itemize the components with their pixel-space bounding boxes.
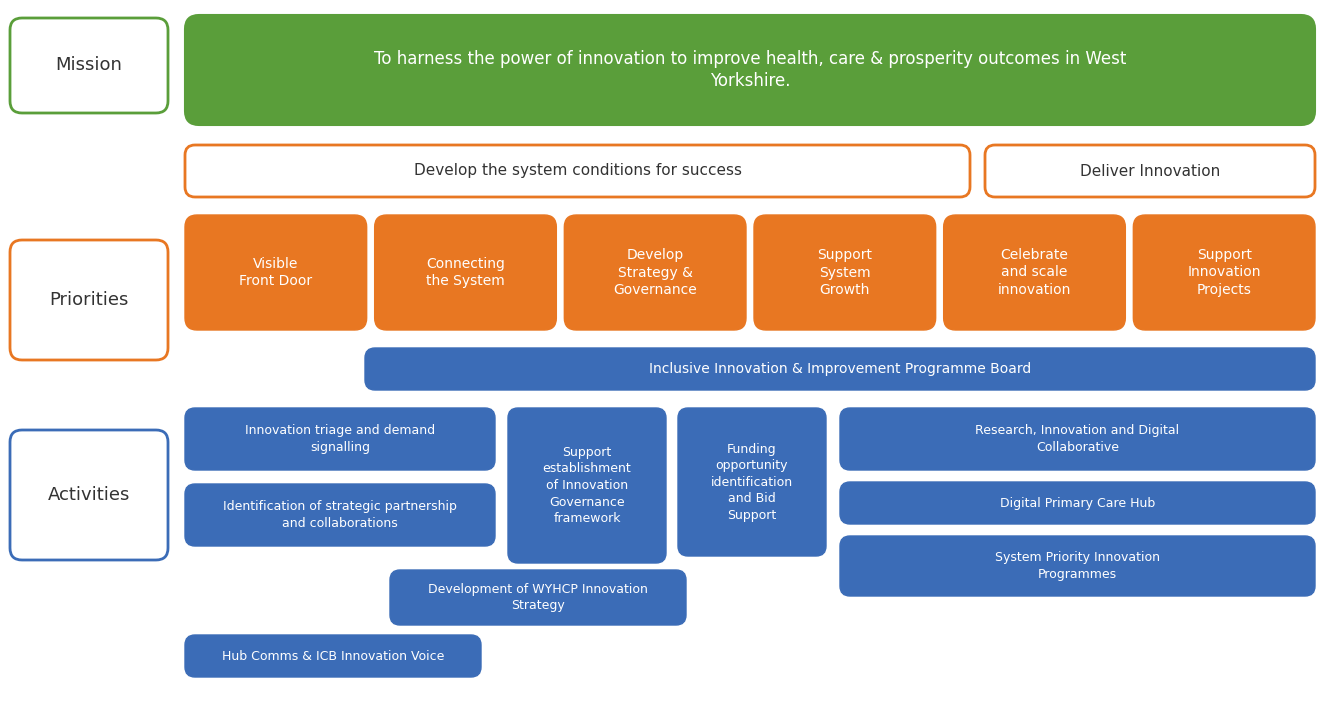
Text: Priorities: Priorities <box>49 291 129 309</box>
Text: Development of WYHCP Innovation
Strategy: Development of WYHCP Innovation Strategy <box>428 583 648 612</box>
FancyBboxPatch shape <box>185 635 481 677</box>
FancyBboxPatch shape <box>944 215 1125 330</box>
FancyBboxPatch shape <box>678 408 826 556</box>
FancyBboxPatch shape <box>840 408 1314 470</box>
Text: Support
Innovation
Projects: Support Innovation Projects <box>1188 248 1261 298</box>
FancyBboxPatch shape <box>754 215 936 330</box>
FancyBboxPatch shape <box>985 145 1314 197</box>
Text: Funding
opportunity
identification
and Bid
Support: Funding opportunity identification and B… <box>710 443 793 521</box>
FancyBboxPatch shape <box>185 145 970 197</box>
Text: Deliver Innovation: Deliver Innovation <box>1080 163 1220 179</box>
Text: Inclusive Innovation & Improvement Programme Board: Inclusive Innovation & Improvement Progr… <box>649 362 1032 376</box>
FancyBboxPatch shape <box>840 482 1314 524</box>
FancyBboxPatch shape <box>840 536 1314 596</box>
FancyBboxPatch shape <box>11 430 168 560</box>
Text: Hub Comms & ICB Innovation Voice: Hub Comms & ICB Innovation Voice <box>221 650 444 663</box>
FancyBboxPatch shape <box>365 348 1314 390</box>
FancyBboxPatch shape <box>185 215 367 330</box>
Text: To harness the power of innovation to improve health, care & prosperity outcomes: To harness the power of innovation to im… <box>373 49 1126 91</box>
FancyBboxPatch shape <box>1133 215 1314 330</box>
Text: Mission: Mission <box>56 57 123 75</box>
FancyBboxPatch shape <box>375 215 556 330</box>
Text: Activities: Activities <box>48 486 131 504</box>
FancyBboxPatch shape <box>564 215 746 330</box>
Text: Digital Primary Care Hub: Digital Primary Care Hub <box>1000 497 1156 510</box>
FancyBboxPatch shape <box>185 484 495 546</box>
FancyBboxPatch shape <box>185 408 495 470</box>
Text: Innovation triage and demand
signalling: Innovation triage and demand signalling <box>245 424 435 454</box>
FancyBboxPatch shape <box>11 240 168 360</box>
Text: Develop
Strategy &
Governance: Develop Strategy & Governance <box>613 248 697 298</box>
Text: Research, Innovation and Digital
Collaborative: Research, Innovation and Digital Collabo… <box>976 424 1180 454</box>
Text: Celebrate
and scale
innovation: Celebrate and scale innovation <box>998 248 1072 298</box>
Text: Visible
Front Door: Visible Front Door <box>239 256 312 288</box>
FancyBboxPatch shape <box>508 408 666 563</box>
FancyBboxPatch shape <box>185 15 1314 125</box>
Text: System Priority Innovation
Programmes: System Priority Innovation Programmes <box>994 551 1160 581</box>
Text: Support
System
Growth: Support System Growth <box>817 248 872 298</box>
Text: Identification of strategic partnership
and collaborations: Identification of strategic partnership … <box>223 500 457 530</box>
Text: Develop the system conditions for success: Develop the system conditions for succes… <box>413 163 741 179</box>
Text: Support
establishment
of Innovation
Governance
framework: Support establishment of Innovation Gove… <box>543 446 632 525</box>
FancyBboxPatch shape <box>391 570 686 625</box>
Text: Connecting
the System: Connecting the System <box>427 256 505 288</box>
FancyBboxPatch shape <box>11 18 168 113</box>
